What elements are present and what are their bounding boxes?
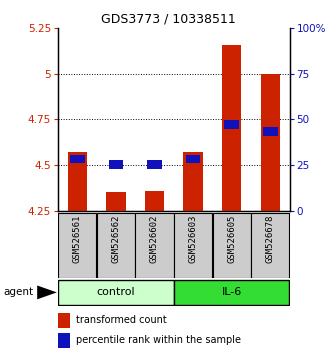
Bar (251, 213, 289, 278)
Text: GSM526678: GSM526678 (266, 215, 275, 263)
Text: transformed count: transformed count (76, 315, 167, 325)
Polygon shape (37, 285, 57, 299)
Bar (58, 332, 70, 348)
Bar (58, 313, 70, 328)
Text: GSM526603: GSM526603 (189, 215, 198, 263)
Text: agent: agent (3, 287, 33, 297)
Bar (135, 213, 173, 278)
Text: GSM526562: GSM526562 (111, 215, 120, 263)
Bar (183, 152, 203, 211)
Bar (174, 280, 289, 305)
Text: GSM526602: GSM526602 (150, 215, 159, 263)
Text: GSM526561: GSM526561 (73, 215, 82, 263)
Bar (174, 213, 212, 278)
Bar (109, 160, 123, 169)
Bar (213, 213, 251, 278)
Bar (145, 190, 164, 211)
Text: control: control (97, 287, 135, 297)
Bar (70, 155, 85, 164)
Bar (260, 74, 280, 211)
Text: IL-6: IL-6 (221, 287, 242, 297)
Bar (106, 193, 125, 211)
Bar (58, 280, 173, 305)
Bar (224, 120, 239, 129)
Text: percentile rank within the sample: percentile rank within the sample (76, 335, 241, 345)
Bar (263, 127, 278, 136)
Bar (222, 45, 241, 211)
Bar (58, 213, 96, 278)
Bar (147, 160, 162, 169)
Text: GDS3773 / 10338511: GDS3773 / 10338511 (101, 12, 236, 25)
Text: GSM526605: GSM526605 (227, 215, 236, 263)
Bar (186, 155, 200, 164)
Bar (97, 213, 135, 278)
Bar (68, 152, 87, 211)
